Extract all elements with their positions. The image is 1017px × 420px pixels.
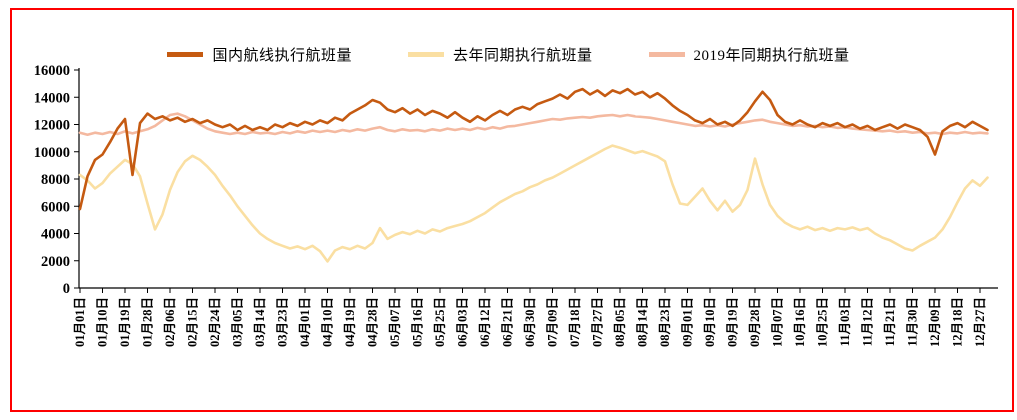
y-axis-tick-label: 6000 <box>41 199 70 215</box>
x-axis-tick-label: 03月05日 <box>231 297 245 347</box>
chart-legend: 国内航线执行航班量 去年同期执行航班量 2019年同期执行航班量 <box>0 44 1017 65</box>
x-axis-tick-label: 07月09日 <box>546 297 560 347</box>
x-axis-tick-label: 11月12日 <box>861 297 875 346</box>
x-axis-tick-label: 05月16日 <box>411 297 425 347</box>
x-axis-tick-label: 05月07日 <box>388 297 402 347</box>
x-axis-tick-label: 06月12日 <box>478 297 492 347</box>
x-axis-tick-label: 02月24日 <box>208 297 222 347</box>
x-axis-tick-label: 06月30日 <box>523 297 537 347</box>
y-axis-tick-label: 14000 <box>34 90 70 106</box>
x-axis-tick-label: 01月19日 <box>118 297 132 347</box>
x-axis-tick-label: 01月10日 <box>96 297 110 347</box>
y-axis-tick-label: 8000 <box>41 172 70 188</box>
series-line-domestic-current <box>78 87 989 211</box>
x-axis-tick-label: 10月25日 <box>816 297 830 347</box>
x-axis-tick-label: 04月10日 <box>321 297 335 347</box>
x-axis-tick-label: 08月23日 <box>658 297 672 347</box>
x-axis-tick-label: 03月23日 <box>276 297 290 347</box>
x-axis-tick-label: 07月18日 <box>568 297 582 347</box>
legend-item-last-year: 去年同期执行航班量 <box>407 44 593 65</box>
x-axis-tick-label: 05月25日 <box>433 297 447 347</box>
y-axis-tick-label: 16000 <box>34 63 70 79</box>
x-axis-tick-label: 04月28日 <box>366 297 380 347</box>
x-axis-tick-label: 08月05日 <box>613 297 627 347</box>
x-axis-tick-label: 10月16日 <box>793 297 807 347</box>
x-axis-tick-label: 06月03日 <box>456 297 470 347</box>
x-axis-tick-label: 10月07日 <box>771 297 785 347</box>
legend-swatch-2019-icon <box>648 52 685 57</box>
legend-label-last-year: 去年同期执行航班量 <box>452 48 593 64</box>
y-axis-tick-label: 10000 <box>34 145 70 161</box>
x-axis-tick-label: 11月30日 <box>906 297 920 346</box>
legend-label-2019: 2019年同期执行航班量 <box>693 48 850 64</box>
x-axis-tick-label: 06月21日 <box>501 297 515 347</box>
x-axis-tick-label: 01月01日 <box>73 297 87 347</box>
x-axis-tick-label: 12月09日 <box>928 297 942 347</box>
legend-swatch-last-year-icon <box>407 52 444 57</box>
legend-label-domestic: 国内航线执行航班量 <box>212 48 352 64</box>
x-axis-tick-label: 04月01日 <box>298 297 312 347</box>
legend-item-2019: 2019年同期执行航班量 <box>648 44 850 65</box>
y-axis-tick-label: 12000 <box>34 118 70 134</box>
x-axis-tick-label: 11月03日 <box>838 297 852 346</box>
x-axis-tick-label: 12月18日 <box>951 297 965 347</box>
x-axis-tick-label: 09月01日 <box>681 297 695 347</box>
x-axis-tick-label: 03月14日 <box>253 297 267 347</box>
y-axis-tick-label: 0 <box>63 281 70 297</box>
y-axis-tick-label: 2000 <box>41 254 70 270</box>
series-line-last-year-same-period <box>78 144 989 263</box>
legend-swatch-domestic-icon <box>167 52 204 57</box>
x-axis-tick-label: 02月15日 <box>186 297 200 347</box>
x-axis-tick-label: 04月19日 <box>343 297 357 347</box>
x-axis-tick-label: 08月14日 <box>636 297 650 347</box>
series-line-year-2019-same-period <box>78 112 989 136</box>
x-axis-tick-label: 11月21日 <box>883 297 897 346</box>
y-axis-tick-label: 4000 <box>41 227 70 243</box>
legend-item-domestic: 国内航线执行航班量 <box>167 44 352 65</box>
x-axis-tick-label: 09月19日 <box>726 297 740 347</box>
x-axis-tick-label: 09月28日 <box>748 297 762 347</box>
x-axis-tick-label: 02月06日 <box>163 297 177 347</box>
x-axis-tick-label: 07月27日 <box>591 297 605 347</box>
x-axis-tick-label: 01月28日 <box>141 297 155 347</box>
x-axis-tick-label: 09月10日 <box>703 297 717 347</box>
x-axis-tick-label: 12月27日 <box>973 297 987 347</box>
